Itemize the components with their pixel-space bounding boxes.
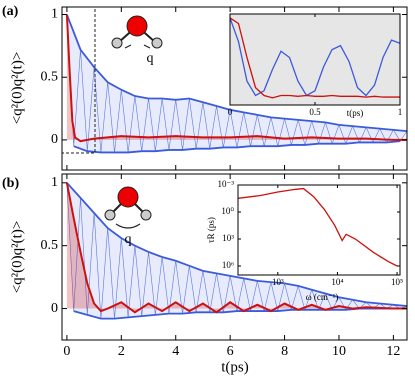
molecule-icon-a	[111, 15, 163, 49]
x-tick-label: 6	[227, 344, 234, 359]
y-axis-label: <q²(0)q²(t)>	[9, 52, 25, 125]
panel: 0 0.5 1 t(ps)	[228, 13, 403, 118]
y-tick-label: 10⁶	[222, 260, 234, 270]
envelope-fill	[66, 14, 407, 153]
panel-label: (b)	[2, 176, 19, 191]
y-tick-label: 10⁻³	[218, 179, 235, 189]
x-tick-label: 10⁴	[331, 277, 343, 287]
data-line	[230, 17, 400, 97]
annotation: q	[147, 51, 154, 66]
data-layer	[230, 17, 400, 99]
y-tick-label: 1	[51, 175, 58, 190]
annotation: q	[125, 232, 132, 247]
upper-envelope	[66, 14, 407, 133]
y-tick-label: 0	[51, 301, 58, 316]
lower-envelope	[73, 140, 401, 154]
x-tick-label: 10	[332, 344, 346, 359]
data-line	[65, 182, 407, 314]
molecule-icon-b	[104, 186, 152, 229]
plot-frame	[61, 173, 408, 341]
upper-envelope	[66, 182, 407, 307]
x-tick-label: 12	[386, 344, 400, 359]
x-tick-label: 0	[63, 344, 70, 359]
x-tick-label: 10³	[272, 277, 284, 287]
x-axis-label: t(ps)	[221, 359, 249, 375]
x-axis-label: t(ps)	[347, 108, 364, 118]
y-tick-label: 1	[51, 7, 58, 22]
y-tick-label: 0.5	[41, 238, 59, 253]
x-tick-label: 8	[281, 344, 288, 359]
y-tick-label: 10³	[222, 233, 234, 243]
y-tick-label: 10⁰	[221, 206, 234, 216]
panel-label: (a)	[2, 4, 19, 19]
data-layer	[238, 187, 398, 267]
panel: 0 2 4 6 8 10 12 0 0.5 1 t(ps) <q²(0)q²(t)> (b) q	[2, 173, 408, 375]
data-layer	[65, 14, 407, 154]
panel: 0 0.5 1 <q²(0)q²(t)> (a) q	[2, 4, 408, 171]
y-axis-label: τR (ps)	[206, 217, 216, 243]
data-line	[230, 17, 400, 99]
data-layer	[65, 182, 407, 320]
data-line	[65, 14, 407, 143]
panel: 10³ 10⁴ 10⁵ 10⁻³ 10⁰ 10³ 10⁶ ω (cm⁻¹) τR (ps)	[206, 179, 403, 302]
plot-background	[238, 185, 400, 275]
x-tick-label: 1	[398, 107, 403, 117]
data-line	[238, 187, 398, 267]
plot-frame	[237, 184, 401, 276]
x-axis-label: ω (cm⁻¹)	[306, 292, 339, 302]
x-tick-label: 4	[172, 344, 179, 359]
x-tick-label: 0	[228, 107, 233, 117]
lower-envelope	[73, 307, 401, 320]
y-tick-label: 0.5	[41, 69, 59, 84]
x-tick-label: 10⁵	[391, 277, 403, 287]
x-tick-label: 0.5	[309, 107, 321, 117]
y-tick-label: 0	[51, 132, 58, 147]
plot-frame	[61, 6, 408, 171]
y-axis-label: <q²(0)q²(t)>	[9, 221, 25, 294]
x-tick-label: 2	[118, 344, 125, 359]
